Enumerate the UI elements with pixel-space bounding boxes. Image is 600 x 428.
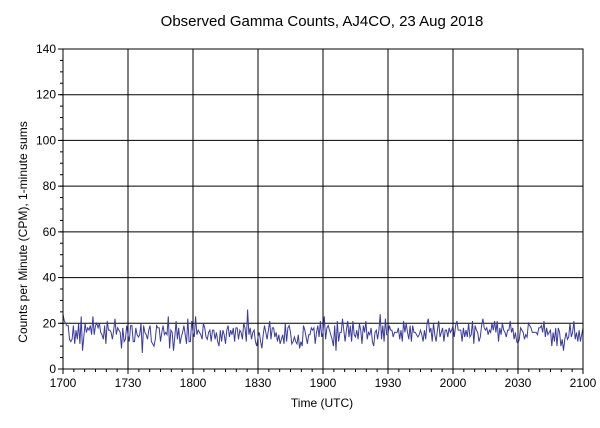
- x-tick-label: 1930: [375, 376, 402, 390]
- y-tick-labels: 0 20 40 60 80 100 120 140: [36, 42, 56, 376]
- axis-ticks: [58, 48, 584, 374]
- y-tick-label: 0: [49, 362, 56, 376]
- x-tick-label: 2000: [440, 376, 467, 390]
- x-tick-label: 2030: [505, 376, 532, 390]
- series-layer: [62, 309, 584, 354]
- y-tick-label: 80: [43, 179, 57, 193]
- grid-lines: [63, 49, 583, 369]
- y-tick-label: 120: [36, 88, 56, 102]
- x-axis-label: Time (UTC): [291, 396, 353, 410]
- x-tick-labels: 1700 1730 1800 1830 1900 1930 2000 2030 2100: [50, 376, 597, 390]
- x-tick-label: 1900: [310, 376, 337, 390]
- y-tick-label: 20: [43, 316, 57, 330]
- x-tick-label: 2100: [570, 376, 597, 390]
- x-tick-label: 1700: [50, 376, 77, 390]
- x-tick-label: 1730: [115, 376, 142, 390]
- x-tick-label: 1800: [180, 376, 207, 390]
- y-axis-label: Counts per Minute (CPM), 1-minute sums: [16, 121, 30, 342]
- y-tick-label: 100: [36, 133, 56, 147]
- series-line: [62, 309, 584, 354]
- y-tick-label: 40: [43, 271, 57, 285]
- x-tick-label: 1830: [245, 376, 272, 390]
- y-tick-label: 60: [43, 225, 57, 239]
- y-tick-label: 140: [36, 42, 56, 56]
- chart-title: Observed Gamma Counts, AJ4CO, 23 Aug 201…: [161, 13, 484, 30]
